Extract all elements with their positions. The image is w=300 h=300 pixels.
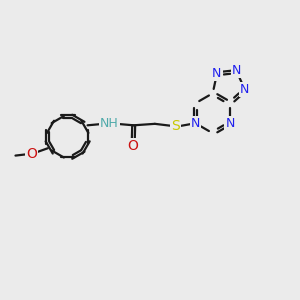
- Text: O: O: [128, 140, 139, 154]
- Text: O: O: [26, 147, 37, 161]
- Text: N: N: [225, 117, 235, 130]
- Text: N: N: [212, 67, 222, 80]
- Text: N: N: [191, 117, 200, 130]
- Text: N: N: [240, 83, 250, 96]
- Text: S: S: [171, 119, 180, 133]
- Text: N: N: [232, 64, 242, 76]
- Text: NH: NH: [100, 117, 119, 130]
